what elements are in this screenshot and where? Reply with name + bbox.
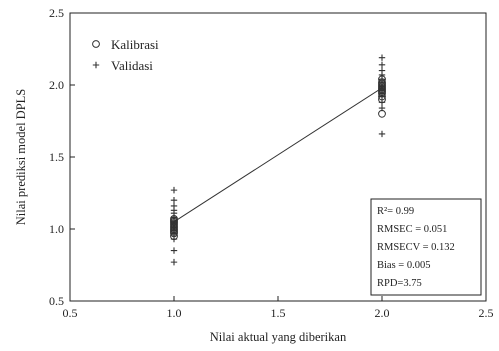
x-tick-label: 2.5 bbox=[479, 306, 494, 320]
legend-circle-marker bbox=[92, 40, 100, 48]
validasi-point bbox=[170, 225, 178, 233]
y-tick-label: 2.5 bbox=[49, 6, 64, 20]
y-tick-label: 2.0 bbox=[49, 78, 64, 92]
validasi-point bbox=[170, 247, 178, 254]
validasi-point bbox=[170, 197, 178, 204]
validasi-point bbox=[378, 67, 386, 74]
validasi-point bbox=[170, 186, 178, 194]
validasi-point bbox=[378, 93, 386, 100]
stats-rmsec: RMSEC = 0.051 bbox=[377, 224, 447, 235]
x-tick-label: 1.0 bbox=[167, 306, 182, 320]
validasi-point bbox=[170, 235, 178, 243]
validasi-point bbox=[378, 81, 386, 89]
y-tick-label: 0.5 bbox=[49, 294, 64, 308]
validasi-point bbox=[378, 54, 386, 61]
validasi-point bbox=[378, 104, 386, 112]
x-axis-title: Nilai aktual yang diberikan bbox=[210, 330, 347, 344]
x-tick-label: 1.5 bbox=[271, 306, 286, 320]
validasi-point bbox=[378, 99, 386, 106]
validasi-point bbox=[378, 87, 386, 94]
stats-rmsecv: RMSECV = 0.132 bbox=[377, 242, 455, 253]
legend-label-validasi: Validasi bbox=[111, 58, 153, 73]
kalibrasi-point bbox=[378, 109, 386, 118]
legend-plus-marker bbox=[92, 61, 100, 69]
fit-line-group bbox=[173, 87, 383, 223]
y-axis-title: Nilai prediksi model DPLS bbox=[14, 89, 28, 225]
x-tick-label: 2.0 bbox=[375, 306, 390, 320]
validasi-point bbox=[378, 130, 386, 138]
fit-line bbox=[173, 87, 383, 223]
stats-r2: R²= 0.99 bbox=[377, 206, 414, 217]
validasi-point bbox=[170, 202, 178, 210]
stats-box: R²= 0.99 RMSEC = 0.051 RMSECV = 0.132 Bi… bbox=[370, 198, 482, 296]
stats-box-frame bbox=[370, 198, 482, 296]
validasi-point bbox=[378, 61, 386, 69]
validasi-point bbox=[170, 220, 178, 227]
legend-label-kalibrasi: Kalibrasi bbox=[111, 37, 159, 52]
legend: Kalibrasi Validasi bbox=[92, 37, 159, 73]
stats-bias: Bias = 0.005 bbox=[377, 260, 430, 271]
data-points bbox=[170, 54, 386, 266]
x-tick-label: 0.5 bbox=[63, 306, 78, 320]
y-tick-label: 1.5 bbox=[49, 150, 64, 164]
validasi-point bbox=[170, 258, 178, 266]
axis-ticks: 0.5 1.0 1.5 2.0 2.5 0.5 1.0 1.5 2.0 2.5 bbox=[49, 6, 494, 320]
y-tick-label: 1.0 bbox=[49, 222, 64, 236]
stats-rpd: RPD=3.75 bbox=[377, 278, 422, 289]
